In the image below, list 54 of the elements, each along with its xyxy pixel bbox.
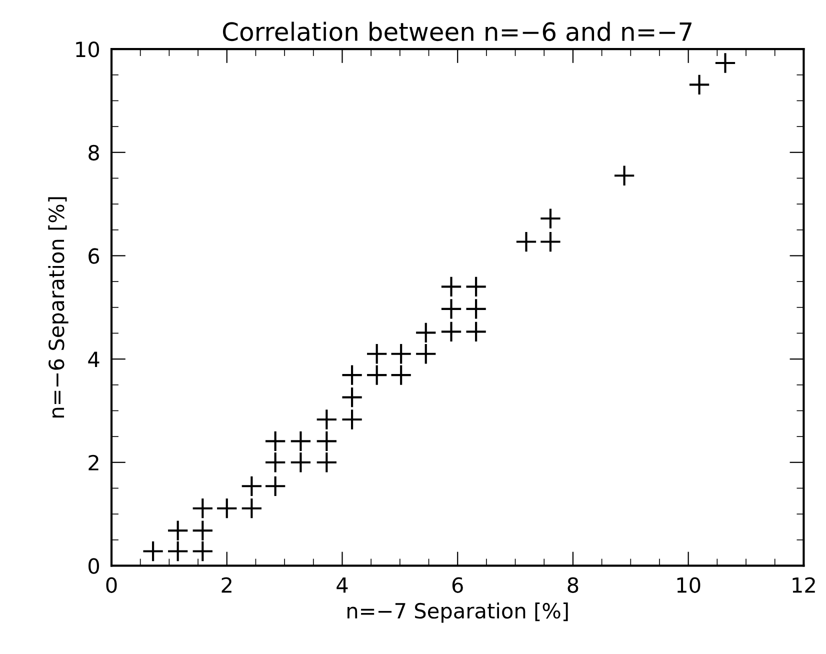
point	[264, 452, 286, 474]
point	[540, 208, 562, 230]
point	[341, 408, 363, 430]
point	[166, 540, 189, 562]
point	[714, 52, 736, 74]
y-axis-title: n=−6 Separation [%]	[48, 197, 68, 418]
point	[613, 164, 636, 186]
point	[240, 475, 263, 498]
point	[192, 497, 214, 520]
x-tick-label: 6	[452, 577, 463, 593]
point	[192, 540, 214, 562]
point	[366, 364, 388, 386]
point	[390, 343, 412, 365]
y-tick-label: 6	[88, 248, 100, 264]
point	[316, 408, 338, 430]
y-tick-label: 4	[88, 352, 100, 367]
x-tick-label: 12	[792, 577, 815, 593]
point	[465, 320, 487, 343]
point	[316, 452, 338, 474]
point	[465, 276, 487, 298]
point	[440, 276, 462, 298]
x-tick-label: 10	[677, 577, 700, 593]
point	[415, 343, 437, 365]
point	[290, 430, 312, 452]
point	[390, 364, 412, 386]
x-tick-label: 4	[336, 577, 348, 593]
point	[440, 320, 462, 343]
point	[515, 230, 538, 253]
y-tick-label: 10	[76, 42, 100, 58]
y-tick-label: 0	[88, 558, 100, 574]
point	[216, 497, 238, 520]
point	[142, 540, 164, 562]
point	[316, 430, 338, 452]
point	[440, 298, 462, 320]
point	[264, 430, 286, 452]
x-axis-title: n=−7 Separation [%]	[348, 602, 568, 623]
point	[264, 475, 286, 498]
chart-title: Correlation between n=−6 and n=−7	[222, 22, 692, 42]
point	[341, 386, 363, 408]
point	[415, 322, 437, 344]
point	[688, 74, 710, 96]
point	[166, 520, 189, 542]
x-tick-label: 2	[222, 577, 232, 593]
point	[192, 520, 214, 542]
x-tick-label: 0	[106, 577, 117, 593]
y-tick-label: 8	[88, 144, 99, 161]
x-tick-label: 8	[568, 577, 578, 593]
y-tick-label: 2	[88, 454, 98, 470]
point	[540, 230, 562, 253]
point	[290, 452, 312, 474]
point	[240, 497, 263, 520]
point	[465, 298, 487, 320]
point	[366, 343, 388, 365]
point	[341, 364, 363, 386]
